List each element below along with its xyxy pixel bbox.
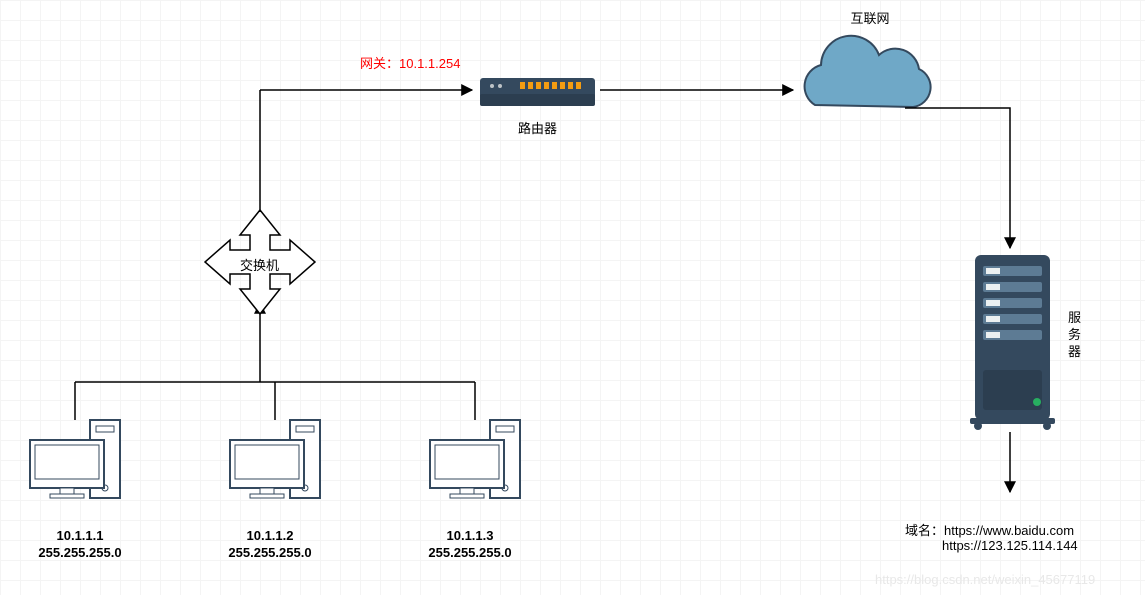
pc1-ip: 10.1.1.1 xyxy=(25,528,135,543)
pc3-ip: 10.1.1.3 xyxy=(415,528,525,543)
pc-icon-3 xyxy=(430,420,520,498)
watermark: https://blog.csdn.net/weixin_45677119 xyxy=(875,572,1095,587)
switch-label: 交换机 xyxy=(240,255,279,274)
cloud-icon xyxy=(805,36,931,107)
domain-line1: 域名：https://www.baidu.com xyxy=(905,520,1074,539)
server-icon xyxy=(970,255,1055,430)
pc2-mask: 255.255.255.0 xyxy=(215,545,325,560)
pc3-mask: 255.255.255.0 xyxy=(415,545,525,560)
server-label: 服 务 器 xyxy=(1068,310,1081,361)
internet-label: 互联网 xyxy=(840,8,900,27)
domain-line2: https://123.125.114.144 xyxy=(942,538,1078,553)
diagram-canvas xyxy=(0,0,1145,595)
server-label-char3: 器 xyxy=(1068,344,1081,361)
cloud-to-server xyxy=(905,108,1010,248)
pc-icon-2 xyxy=(230,420,320,498)
pc-icon-1 xyxy=(30,420,120,498)
server-label-char1: 服 xyxy=(1068,310,1081,327)
server-label-char2: 务 xyxy=(1068,327,1081,344)
pc1-mask: 255.255.255.0 xyxy=(25,545,135,560)
router-icon xyxy=(480,78,595,106)
pc2-ip: 10.1.1.2 xyxy=(215,528,325,543)
router-label: 路由器 xyxy=(518,118,557,137)
gateway-label: 网关：10.1.1.254 xyxy=(360,53,460,72)
